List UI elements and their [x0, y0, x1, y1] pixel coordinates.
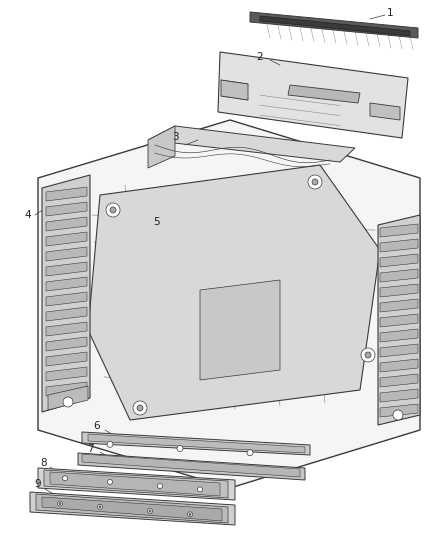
Polygon shape — [46, 382, 87, 396]
Circle shape — [63, 476, 67, 481]
Polygon shape — [30, 492, 235, 525]
Polygon shape — [46, 202, 87, 216]
Polygon shape — [380, 254, 418, 267]
Circle shape — [247, 450, 253, 456]
Polygon shape — [46, 232, 87, 246]
Polygon shape — [88, 434, 305, 453]
Text: 6: 6 — [94, 421, 100, 431]
Text: 3: 3 — [172, 132, 178, 142]
Circle shape — [106, 203, 120, 217]
Polygon shape — [260, 16, 410, 36]
Circle shape — [98, 504, 102, 510]
Polygon shape — [288, 85, 360, 103]
Polygon shape — [48, 386, 88, 410]
Polygon shape — [46, 262, 87, 276]
Circle shape — [57, 501, 63, 506]
Polygon shape — [46, 337, 87, 351]
Circle shape — [187, 512, 192, 517]
Circle shape — [107, 441, 113, 447]
Circle shape — [393, 410, 403, 420]
Polygon shape — [38, 120, 420, 488]
Polygon shape — [44, 470, 228, 498]
Circle shape — [133, 401, 147, 415]
Polygon shape — [46, 307, 87, 321]
Polygon shape — [380, 239, 418, 252]
Polygon shape — [378, 215, 420, 425]
Polygon shape — [370, 103, 400, 120]
Polygon shape — [46, 217, 87, 231]
Polygon shape — [218, 52, 408, 138]
Polygon shape — [200, 280, 280, 380]
Polygon shape — [42, 497, 222, 521]
Circle shape — [361, 348, 375, 362]
Polygon shape — [380, 329, 418, 342]
Circle shape — [110, 207, 116, 213]
Polygon shape — [221, 80, 248, 100]
Text: 8: 8 — [41, 458, 47, 468]
Circle shape — [63, 397, 73, 407]
Circle shape — [148, 508, 152, 513]
Polygon shape — [42, 175, 90, 412]
Polygon shape — [380, 404, 418, 417]
Circle shape — [158, 483, 162, 489]
Polygon shape — [380, 389, 418, 402]
Circle shape — [312, 179, 318, 185]
Polygon shape — [46, 322, 87, 336]
Text: 1: 1 — [387, 8, 393, 18]
Circle shape — [189, 513, 191, 515]
Polygon shape — [250, 12, 418, 38]
Circle shape — [137, 405, 143, 411]
Polygon shape — [380, 374, 418, 387]
Polygon shape — [380, 224, 418, 237]
Circle shape — [149, 510, 151, 512]
Circle shape — [177, 446, 183, 451]
Polygon shape — [148, 126, 175, 168]
Circle shape — [365, 352, 371, 358]
Polygon shape — [88, 165, 380, 420]
Circle shape — [198, 487, 202, 492]
Polygon shape — [380, 344, 418, 357]
Polygon shape — [46, 277, 87, 291]
Polygon shape — [46, 352, 87, 366]
Circle shape — [308, 175, 322, 189]
Polygon shape — [50, 472, 220, 496]
Circle shape — [99, 506, 101, 508]
Text: 7: 7 — [87, 444, 93, 454]
Polygon shape — [380, 314, 418, 327]
Polygon shape — [380, 269, 418, 282]
Polygon shape — [82, 432, 310, 455]
Polygon shape — [36, 494, 228, 523]
Text: 9: 9 — [35, 479, 41, 489]
Polygon shape — [46, 247, 87, 261]
Polygon shape — [46, 187, 87, 201]
Circle shape — [107, 480, 113, 484]
Text: 5: 5 — [154, 217, 160, 227]
Polygon shape — [380, 284, 418, 297]
Polygon shape — [46, 367, 87, 381]
Polygon shape — [46, 292, 87, 306]
Text: 4: 4 — [25, 210, 31, 220]
Text: 2: 2 — [257, 52, 263, 62]
Polygon shape — [380, 359, 418, 372]
Polygon shape — [78, 453, 305, 480]
Polygon shape — [380, 299, 418, 312]
Polygon shape — [82, 454, 300, 477]
Circle shape — [59, 503, 61, 505]
Polygon shape — [148, 126, 355, 162]
Polygon shape — [38, 468, 235, 500]
